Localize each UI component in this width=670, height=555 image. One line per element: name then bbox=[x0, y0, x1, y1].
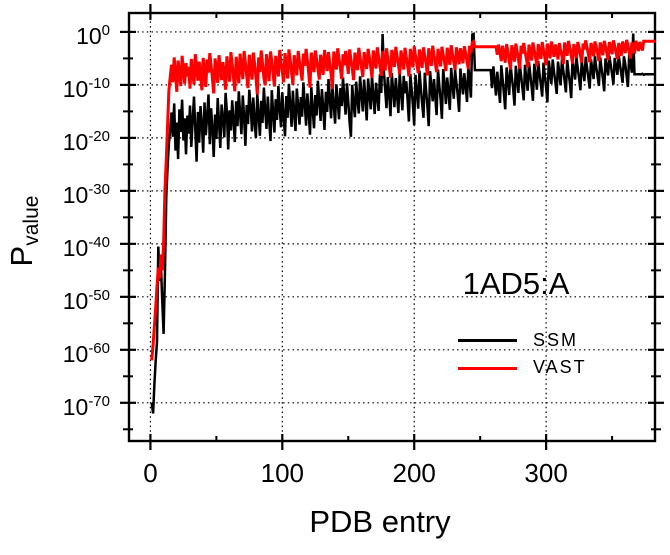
y-tick-label: 10-70 bbox=[62, 392, 110, 420]
y-tick-label: 10-40 bbox=[62, 233, 110, 261]
annotation-entry-id: 1AD5:A bbox=[462, 266, 570, 301]
y-tick-label: 10-50 bbox=[62, 286, 110, 314]
x-tick-label: 200 bbox=[392, 458, 436, 488]
legend-line-vast bbox=[458, 367, 517, 370]
y-tick-label: 10-60 bbox=[62, 339, 110, 367]
y-tick-label: 10-20 bbox=[62, 127, 110, 155]
x-axis-title: PDB entry bbox=[309, 504, 451, 539]
y-axis-title-main: P bbox=[4, 245, 39, 267]
x-tick-label: 100 bbox=[260, 458, 304, 488]
y-tick-label: 100 bbox=[76, 21, 110, 49]
plot-frame bbox=[127, 11, 657, 443]
y-tick-label: 10-30 bbox=[62, 180, 110, 208]
legend-line-ssm bbox=[458, 339, 517, 342]
y-tick-label: 10-10 bbox=[62, 74, 110, 102]
x-tick-label: 0 bbox=[143, 458, 158, 488]
legend-label-vast: VAST bbox=[533, 357, 587, 377]
x-tick-label: 300 bbox=[524, 458, 568, 488]
series-ssm-line bbox=[150, 32, 656, 414]
series-vast-line bbox=[150, 38, 656, 361]
legend-label-ssm: SSM bbox=[533, 330, 579, 350]
y-axis-title: Pvalue bbox=[1, 131, 43, 331]
y-axis-title-sub: value bbox=[20, 195, 43, 246]
